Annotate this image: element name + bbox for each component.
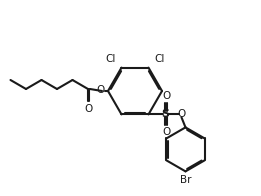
Text: O: O (162, 91, 170, 101)
Text: Br: Br (180, 175, 191, 185)
Text: S: S (162, 109, 169, 119)
Text: O: O (96, 85, 104, 95)
Text: O: O (177, 109, 186, 119)
Text: Cl: Cl (155, 54, 165, 64)
Text: O: O (85, 103, 93, 113)
Text: Cl: Cl (105, 54, 116, 64)
Text: O: O (162, 127, 170, 137)
